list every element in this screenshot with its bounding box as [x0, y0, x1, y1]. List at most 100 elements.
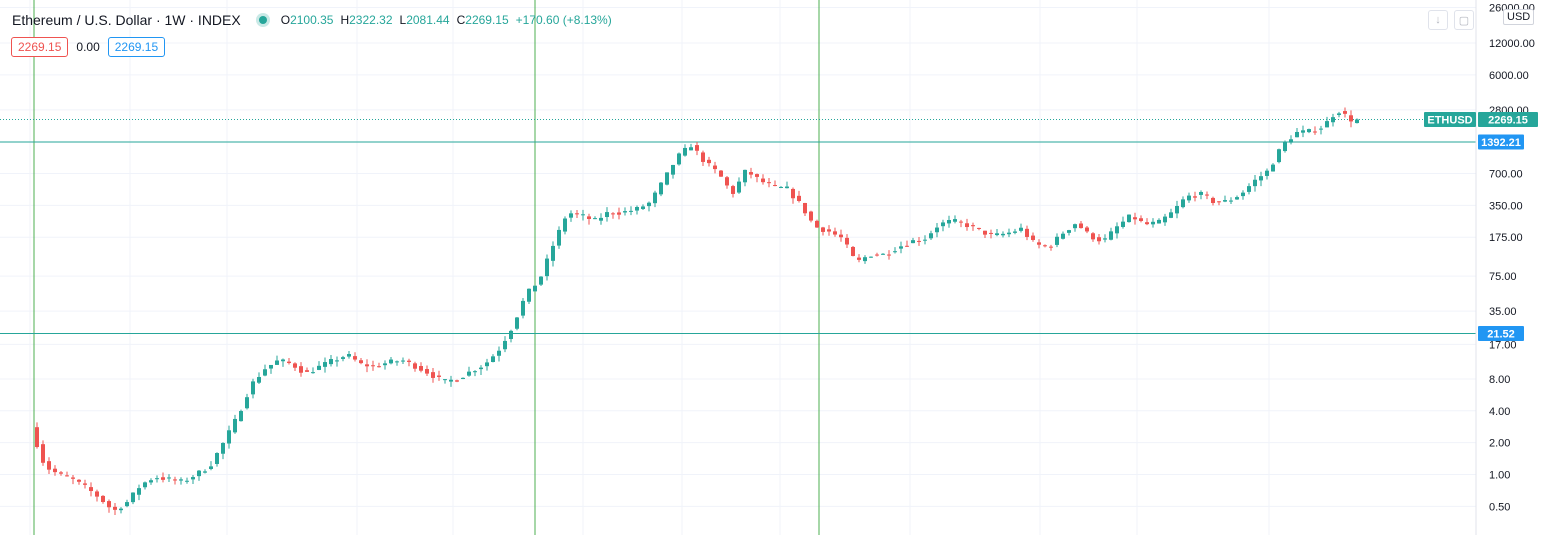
candle-body	[1001, 233, 1005, 236]
candle-body	[185, 480, 189, 482]
fullscreen-icon[interactable]: ▢	[1454, 10, 1474, 30]
y-tick-label: 4.00	[1489, 406, 1510, 418]
candle-body	[443, 379, 447, 381]
candle-body	[701, 152, 705, 162]
candle-body	[557, 229, 561, 246]
candle-body	[1253, 179, 1257, 187]
candle-body	[311, 372, 315, 374]
candle-body	[911, 240, 915, 244]
price-axis-ticks: 26000.0012000.006000.002800.00700.00350.…	[1489, 2, 1535, 513]
candle-body	[347, 354, 351, 357]
candle-body	[1193, 196, 1197, 198]
candle-body	[671, 164, 675, 175]
candle-body	[1343, 111, 1347, 114]
candle-body	[269, 364, 273, 369]
candle-body	[1199, 191, 1203, 195]
candle-body	[65, 475, 69, 477]
candle-body	[1085, 227, 1089, 232]
candle-body	[353, 356, 357, 360]
candle-body	[1223, 200, 1227, 202]
candle-body	[473, 371, 477, 373]
candle-body	[1349, 115, 1353, 122]
candle-body	[779, 186, 783, 188]
y-tick-label: 6000.00	[1489, 70, 1529, 82]
candle-body	[1277, 149, 1281, 163]
candle-body	[593, 218, 597, 220]
candle-body	[1055, 236, 1059, 245]
candle-body	[731, 186, 735, 194]
candle-body	[887, 254, 891, 256]
candle-body	[161, 477, 165, 480]
y-tick-label: 0.50	[1489, 501, 1510, 513]
candle-body	[947, 220, 951, 224]
candle-body	[83, 483, 87, 485]
y-tick-label: 35.00	[1489, 306, 1517, 318]
y-tick-label: 175.00	[1489, 232, 1523, 244]
high-value: 2322.32	[349, 13, 393, 27]
candle-body	[1097, 237, 1101, 242]
candle-body	[257, 377, 261, 383]
arrow-down-icon[interactable]: ↓	[1428, 10, 1448, 30]
close-value: 2269.15	[465, 13, 509, 27]
candle-body	[857, 257, 861, 260]
candle-body	[1139, 218, 1143, 221]
candle-body	[305, 370, 309, 372]
candle-body	[383, 363, 387, 366]
candle-body	[1325, 121, 1329, 128]
candle-body	[719, 170, 723, 177]
horizontal-level-labels: 1392.21 21.52	[1478, 134, 1524, 341]
candle-body	[227, 430, 231, 444]
grid-lines	[0, 0, 1476, 535]
candle-body	[1259, 176, 1263, 181]
candle-body	[461, 377, 465, 380]
indicator-value-blue: 2269.15	[107, 37, 166, 57]
candle-body	[959, 221, 963, 223]
candle-body	[749, 172, 753, 175]
candle-body	[605, 212, 609, 218]
candle-body	[1163, 216, 1167, 223]
candle-body	[617, 212, 621, 215]
candle-body	[1091, 233, 1095, 240]
currency-label[interactable]: USD	[1503, 9, 1535, 25]
candle-body	[1241, 192, 1245, 197]
candle-body	[893, 251, 897, 253]
candle-body	[1019, 227, 1023, 231]
candle-body	[521, 300, 525, 316]
candle-body	[1103, 238, 1107, 240]
low-label: L	[399, 13, 407, 27]
candle-body	[341, 357, 345, 359]
candle-body	[1307, 129, 1311, 133]
candle-body	[1217, 201, 1221, 203]
candle-body	[1073, 224, 1077, 229]
candle-body	[1061, 233, 1065, 239]
candle-body	[683, 147, 687, 156]
indicator-value-red: 2269.15	[11, 37, 69, 57]
latest-candle-body	[1355, 119, 1359, 124]
candle-body	[77, 479, 81, 482]
candle-body	[1157, 219, 1161, 224]
candle-body	[251, 381, 255, 395]
symbol-title[interactable]: Ethereum / U.S. Dollar · 1W · INDEX	[12, 12, 241, 28]
candle-body	[767, 182, 771, 184]
candle-body	[809, 211, 813, 221]
candle-body	[41, 444, 45, 463]
candle-body	[659, 182, 663, 195]
candle-body	[1211, 197, 1215, 204]
candle-body	[107, 501, 111, 508]
candle-body	[479, 367, 483, 370]
candle-body	[1115, 226, 1119, 234]
candle-body	[1067, 230, 1071, 233]
candle-body	[551, 245, 555, 261]
candle-body	[713, 165, 717, 170]
candle-body	[1109, 231, 1113, 240]
candle-body	[803, 202, 807, 214]
candle-body	[407, 360, 411, 362]
candle-body	[839, 234, 843, 238]
candle-body	[449, 379, 453, 382]
candle-body	[575, 213, 579, 215]
candle-body	[1187, 195, 1191, 201]
y-tick-label: 2.00	[1489, 438, 1510, 450]
candle-body	[71, 477, 75, 479]
candle-body	[881, 253, 885, 255]
